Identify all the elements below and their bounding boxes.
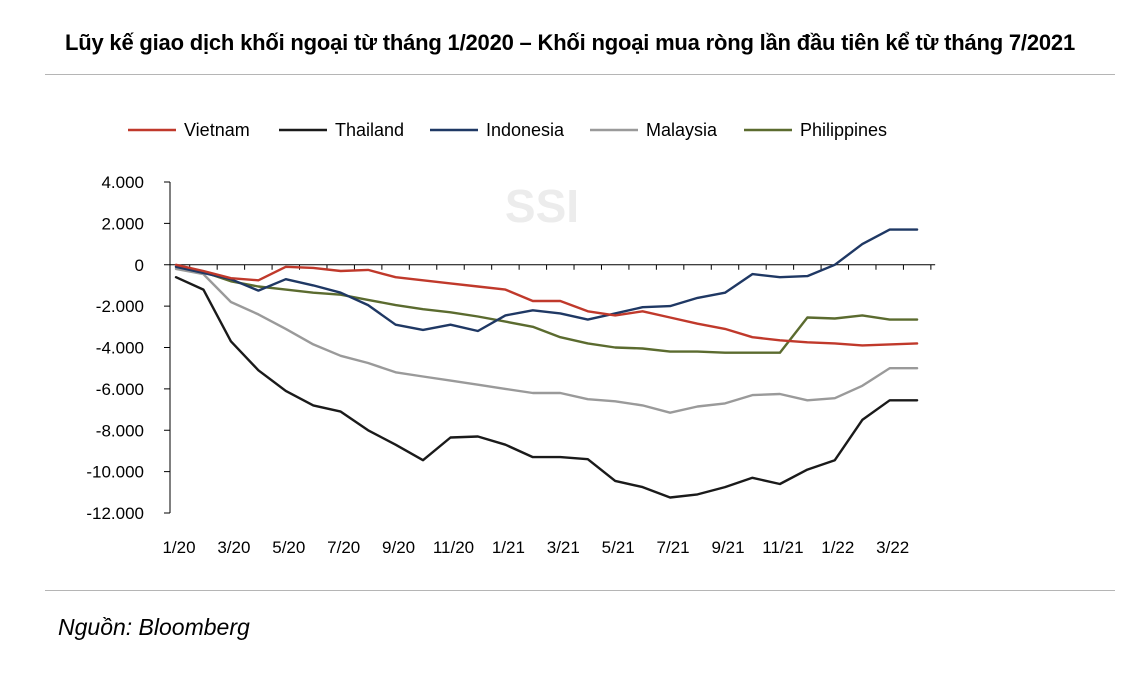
x-tick-label: 1/21 <box>492 538 525 557</box>
series-line-malaysia <box>174 267 919 414</box>
y-tick-label: 0 <box>135 256 144 275</box>
source-note: Nguồn: Bloomberg <box>58 614 250 640</box>
series-line-thailand <box>174 276 919 499</box>
axes: 4.000 2.000 0 -2.000 -4.000 -6.000 -8.000 -10.0… <box>86 173 936 557</box>
x-tick-label: 5/21 <box>602 538 635 557</box>
x-tick-label: 11/21 <box>762 538 803 557</box>
series-line-indonesia <box>174 228 919 333</box>
y-tick-label: -2.000 <box>96 297 144 316</box>
y-tick-label: -4.000 <box>96 339 144 358</box>
chart-title: Lũy kế giao dịch khối ngoại từ tháng 1/2… <box>65 30 1075 55</box>
series-group <box>174 228 919 499</box>
x-tick-label: 3/20 <box>217 538 250 557</box>
x-tick-label: 7/20 <box>327 538 360 557</box>
bottom-divider <box>45 590 1115 591</box>
legend-label-vietnam: Vietnam <box>184 120 250 140</box>
watermark: SSI <box>505 180 579 232</box>
y-tick-label: 4.000 <box>101 173 144 192</box>
top-divider <box>45 74 1115 75</box>
x-tick-label: 9/20 <box>382 538 415 557</box>
legend: Vietnam Thailand Indonesia Malaysia Philippi… <box>128 120 887 140</box>
x-tick-label: 11/20 <box>433 538 474 557</box>
legend-label-malaysia: Malaysia <box>646 120 718 140</box>
legend-label-thailand: Thailand <box>335 120 404 140</box>
x-tick-label: 1/22 <box>821 538 854 557</box>
x-tick-label: 5/20 <box>272 538 305 557</box>
y-tick-label: 2.000 <box>101 214 144 233</box>
line-chart: SSI Vietnam Thailand Indonesia Malaysia Phil… <box>86 120 936 557</box>
y-tick-label: -12.000 <box>86 504 144 523</box>
legend-label-philippines: Philippines <box>800 120 887 140</box>
x-tick-label: 3/21 <box>547 538 580 557</box>
legend-label-indonesia: Indonesia <box>486 120 565 140</box>
y-tick-label: -6.000 <box>96 380 144 399</box>
x-tick-label: 3/22 <box>876 538 909 557</box>
y-tick-label: -8.000 <box>96 421 144 440</box>
series-line-philippines <box>174 265 919 354</box>
series-line-vietnam <box>174 263 919 347</box>
x-tick-label: 1/20 <box>162 538 195 557</box>
x-tick-label: 9/21 <box>711 538 744 557</box>
y-tick-label: -10.000 <box>86 463 144 482</box>
x-tick-label: 7/21 <box>657 538 690 557</box>
